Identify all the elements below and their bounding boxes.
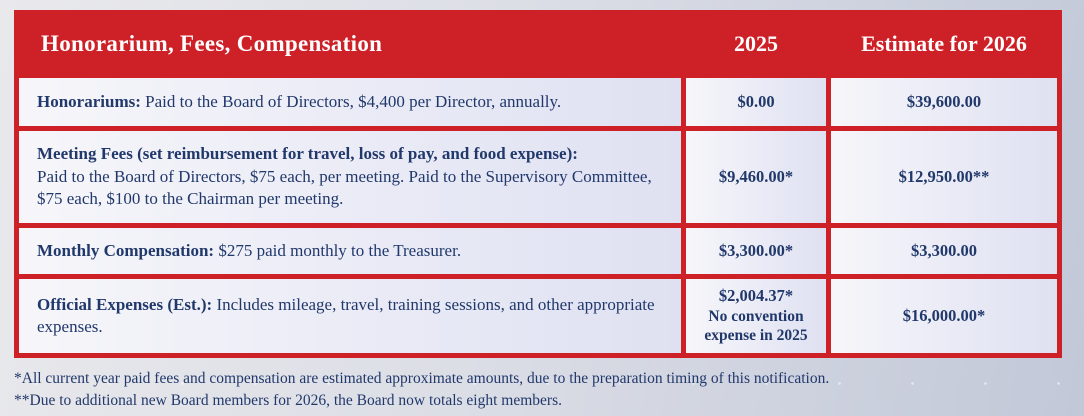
footnote-estimates: *All current year paid fees and compensa…: [14, 370, 830, 387]
table-title: Honorarium, Fees, Compensation: [41, 31, 383, 56]
row-label: Official Expenses (Est.):: [37, 294, 213, 314]
value-2025-note: No convention expense in 2025: [704, 307, 808, 345]
description-cell: Meeting Fees (set reimbursement for trav…: [19, 131, 681, 223]
row-text: Paid to the Board of Directors, $4,400 p…: [140, 91, 562, 111]
compensation-table: Honorarium, Fees, Compensation 2025 Esti…: [14, 10, 1062, 358]
value-2026-cell: $12,950.00**: [831, 131, 1057, 223]
value-2025: $3,300.00*: [718, 240, 794, 260]
row-label: Honorariums:: [37, 91, 141, 111]
value-2025: $2,004.37*: [718, 286, 794, 306]
value-2025-cell: $2,004.37* No convention expense in 2025: [686, 279, 826, 353]
value-2026: $16,000.00*: [902, 305, 986, 325]
footnotes: *All current year paid fees and compensa…: [14, 368, 829, 411]
row-description: Meeting Fees (set reimbursement for trav…: [37, 143, 667, 210]
value-2025-cell: $3,300.00*: [686, 228, 826, 274]
description-cell: Monthly Compensation: $275 paid monthly …: [19, 228, 681, 274]
value-2025: $9,460.00*: [718, 166, 794, 186]
row-text: Includes mileage, travel, training sessi…: [37, 294, 655, 336]
value-2026-cell: $3,300.00: [831, 228, 1057, 274]
table-header-row: Honorarium, Fees, Compensation 2025 Esti…: [19, 15, 1057, 73]
row-description: Monthly Compensation: $275 paid monthly …: [37, 240, 667, 262]
row-text: $275 paid monthly to the Treasurer.: [214, 240, 462, 260]
row-description: Honorariums: Paid to the Board of Direct…: [37, 91, 667, 113]
row-label: Meeting Fees (set reimbursement for trav…: [37, 144, 578, 164]
value-2025-cell: $0.00: [686, 78, 826, 126]
description-cell: Honorariums: Paid to the Board of Direct…: [19, 78, 681, 126]
value-2026-cell: $16,000.00*: [831, 279, 1057, 353]
value-2026: $39,600.00: [906, 91, 982, 111]
description-cell: Official Expenses (Est.): Includes milea…: [19, 279, 681, 353]
row-description: Official Expenses (Est.): Includes milea…: [37, 294, 667, 339]
value-2025: $0.00: [737, 91, 775, 111]
column-header-2026: Estimate for 2026: [861, 31, 1027, 56]
value-2025-cell: $9,460.00*: [686, 131, 826, 223]
value-2026: $12,950.00**: [898, 166, 990, 186]
footnote-board-members: **Due to additional new Board members fo…: [14, 391, 562, 409]
column-header-2025: 2025: [734, 31, 778, 56]
row-text: Paid to the Board of Directors, $75 each…: [37, 166, 652, 209]
value-2026-cell: $39,600.00: [831, 78, 1057, 126]
value-2026: $3,300.00: [911, 240, 977, 260]
row-label: Monthly Compensation:: [37, 240, 215, 260]
